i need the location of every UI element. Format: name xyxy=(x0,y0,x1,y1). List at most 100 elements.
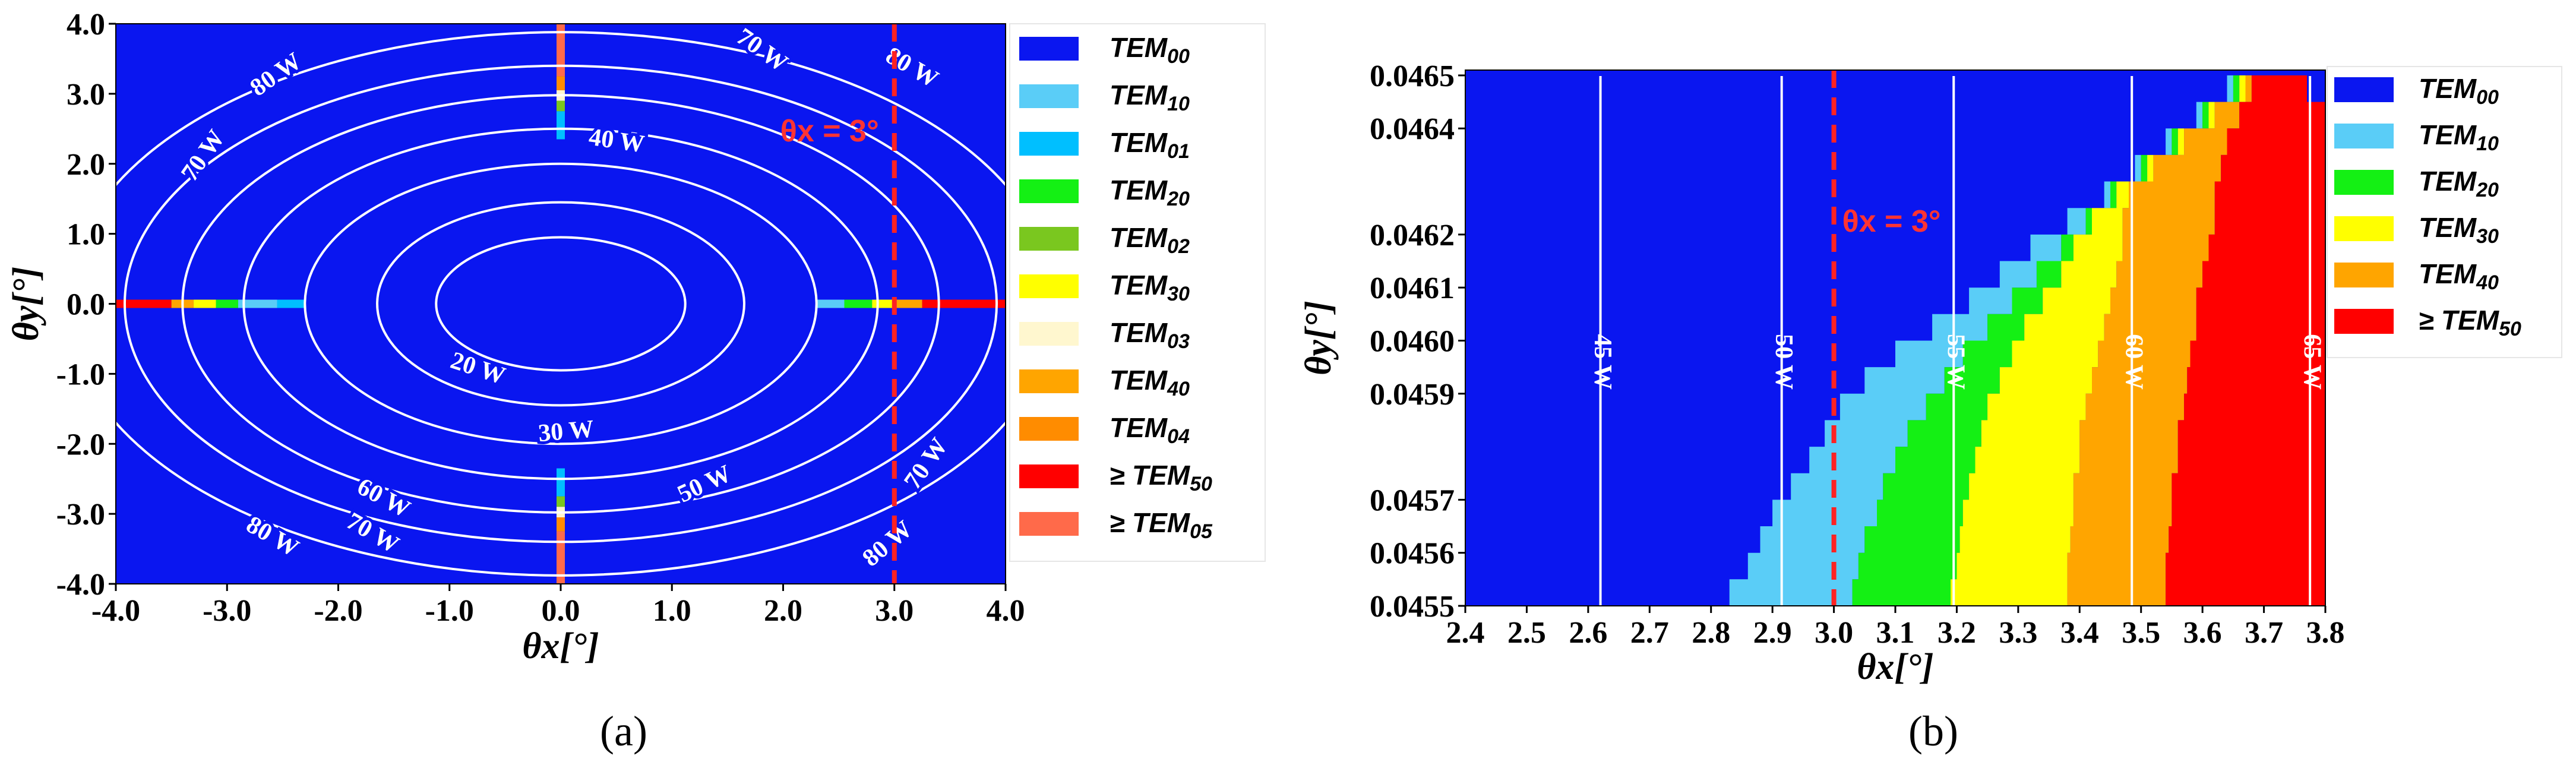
x-axis-label-b: θx[°] xyxy=(1857,647,1933,687)
legend-b-swatch-5 xyxy=(2334,309,2394,334)
y-tick-label-3: -1.0 xyxy=(56,358,105,391)
x-tick-label-b-4: 2.8 xyxy=(1692,616,1730,650)
y-axis-label-b: θy[°] xyxy=(1298,301,1339,375)
legend-b-swatch-1 xyxy=(2334,124,2394,148)
panel-b-plot-area: 45 W 50 W 55 W 60 W 65 W xyxy=(1589,70,2325,606)
legend-a-label-6: TEM03 xyxy=(1110,317,1190,353)
legend-a-swatch-7 xyxy=(1019,369,1079,393)
y-tick-label-b-8: 0.0465 xyxy=(1370,59,1455,93)
mode-segment-0 xyxy=(116,299,172,308)
legend-a-label-7: TEM40 xyxy=(1110,365,1190,400)
y-tick-label-6: 2.0 xyxy=(67,148,105,182)
x-tick-label-b-10: 3.4 xyxy=(2060,616,2099,650)
legend-a-label-9: ≥ TEM50 xyxy=(1110,460,1212,495)
legend-b: TEM00 TEM10 TEM20 TEM30 TEM40 ≥ TEM50 xyxy=(2327,66,2562,358)
legend-a-label-1: TEM10 xyxy=(1110,80,1190,115)
y-tick-label-b-0: 0.0455 xyxy=(1370,590,1455,624)
x-tick-label-5: 1.0 xyxy=(653,594,691,628)
legend-a-label-8: TEM04 xyxy=(1110,412,1190,448)
legend-a-swatch-9 xyxy=(1019,464,1079,488)
legend-a-label-4: TEM02 xyxy=(1110,222,1190,258)
mode-segment-11 xyxy=(557,24,565,77)
mode-segment-8 xyxy=(872,299,895,308)
y-tick-label-b-6: 0.0462 xyxy=(1370,219,1455,252)
x-tick-label-b-1: 2.5 xyxy=(1507,616,1546,650)
x-tick-label-b-13: 3.7 xyxy=(2245,616,2283,650)
x-tick-label-b-3: 2.7 xyxy=(1630,616,1669,650)
x-tick-label-b-12: 3.6 xyxy=(2183,616,2222,650)
y-tick-label-1: -3.0 xyxy=(56,498,105,532)
mode-segment-20 xyxy=(557,531,565,584)
contour-3 xyxy=(242,127,879,481)
contour-5 xyxy=(123,64,998,543)
legend-a-swatch-2 xyxy=(1019,132,1079,156)
marker-label-b: θx = 3° xyxy=(1842,204,1941,239)
contour-6 xyxy=(116,31,1006,577)
legend-a-swatch-4 xyxy=(1019,227,1079,251)
mode-segment-15 xyxy=(557,111,565,140)
contour-4 xyxy=(181,94,940,514)
y-tick-label-4: 0.0 xyxy=(67,288,105,322)
mode-region-1 xyxy=(1852,75,2240,606)
contour-line-label-3: 60 W xyxy=(2120,334,2148,390)
legend-b-label-1: TEM10 xyxy=(2419,119,2499,155)
x-tick-label-1: -3.0 xyxy=(203,594,251,628)
panel-b: 45 W 50 W 55 W 60 W 65 W θx = 3° 2.4 2.5 2.6 2.7 2… xyxy=(1298,59,2562,755)
legend-b-label-3: TEM30 xyxy=(2419,212,2499,248)
legend-a-swatch-3 xyxy=(1019,179,1079,203)
mode-segment-10 xyxy=(922,299,1006,308)
marker-label: θx = 3° xyxy=(780,114,879,148)
x-tick-label-2: -2.0 xyxy=(314,594,362,628)
contour-1 xyxy=(376,201,745,407)
contour-line-label-2: 55 W xyxy=(1942,334,1970,390)
legend-b-swatch-4 xyxy=(2334,263,2394,287)
legend-a-label-0: TEM00 xyxy=(1110,32,1190,68)
panel-b-caption: (b) xyxy=(1908,707,1958,755)
x-tick-label-b-2: 2.6 xyxy=(1569,616,1607,650)
legend-a-label-5: TEM30 xyxy=(1110,270,1190,305)
y-tick-label-b-5: 0.0461 xyxy=(1370,271,1455,305)
mode-segment-3 xyxy=(216,299,238,308)
mode-region-2 xyxy=(1951,75,2246,606)
x-tick-label-b-0: 2.4 xyxy=(1446,616,1485,650)
contour-line-label-0: 45 W xyxy=(1589,334,1616,390)
legend-a-label-3: TEM20 xyxy=(1110,175,1190,210)
y-tick-label-b-1: 0.0456 xyxy=(1370,537,1455,571)
legend-b-label-2: TEM20 xyxy=(2419,166,2499,201)
legend-b-label-0: TEM00 xyxy=(2419,73,2499,109)
y-tick-label-b-2: 0.0457 xyxy=(1370,483,1455,517)
legend-a-swatch-1 xyxy=(1019,84,1079,108)
x-tick-label-6: 2.0 xyxy=(764,594,802,628)
y-axis-label: θy[°] xyxy=(6,267,46,342)
legend-b-swatch-2 xyxy=(2334,170,2394,195)
mode-segment-9 xyxy=(894,299,922,308)
y-tick-label-7: 3.0 xyxy=(67,78,105,112)
mode-segment-14 xyxy=(557,100,565,112)
x-tick-label-b-14: 3.8 xyxy=(2306,616,2345,650)
legend-a-swatch-8 xyxy=(1019,417,1079,441)
y-tick-label-5: 1.0 xyxy=(67,218,105,252)
legend-a-label-10: ≥ TEM05 xyxy=(1110,507,1213,543)
x-tick-label-b-7: 3.1 xyxy=(1876,616,1915,650)
y-tick-label-b-3: 0.0459 xyxy=(1370,378,1455,412)
legend-a-swatch-10 xyxy=(1019,512,1079,536)
legend-b-swatch-0 xyxy=(2334,77,2394,102)
mode-segment-16 xyxy=(557,468,565,497)
x-axis-label: θx[°] xyxy=(522,626,599,666)
legend-a-swatch-0 xyxy=(1019,37,1079,61)
x-tick-label-3: -1.0 xyxy=(425,594,474,628)
contour-label-1: 30 W xyxy=(537,415,595,447)
contour-line-label-1: 50 W xyxy=(1770,334,1797,390)
mode-segment-5 xyxy=(277,299,305,308)
y-tick-label-2: -2.0 xyxy=(56,428,105,462)
mode-segment-7 xyxy=(844,299,873,308)
y-tick-label-0: -4.0 xyxy=(56,568,105,602)
contour-2 xyxy=(304,162,818,445)
contour-0 xyxy=(435,236,687,372)
x-tick-label-b-9: 3.3 xyxy=(1999,616,2037,650)
y-tick-label-8: 4.0 xyxy=(67,8,105,42)
mode-segment-4 xyxy=(238,299,277,308)
mode-segment-2 xyxy=(194,299,216,308)
